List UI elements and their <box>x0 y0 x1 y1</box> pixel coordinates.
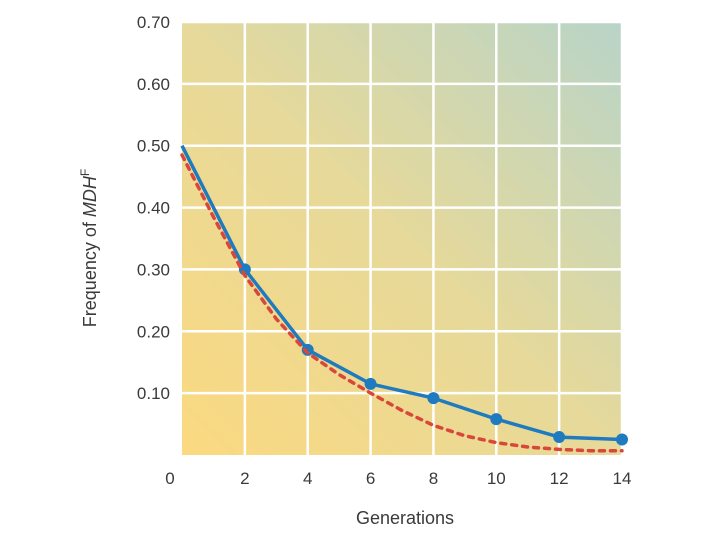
x-tick-label: 6 <box>366 469 375 488</box>
grid <box>182 20 624 455</box>
y-axis-label-gene: MDH <box>80 175 100 217</box>
y-axis-label-prefix: Frequency of <box>80 217 100 327</box>
data-point-observed <box>364 377 377 390</box>
x-tick-label: 12 <box>550 469 569 488</box>
y-tick-label: 0.20 <box>137 322 170 341</box>
y-tick-label: 0.30 <box>137 260 170 279</box>
x-tick-label: 14 <box>613 469 632 488</box>
y-tick-label: 0.60 <box>137 75 170 94</box>
y-tick-label: 0.10 <box>137 384 170 403</box>
y-tick-label: 0.40 <box>137 199 170 218</box>
y-axis-ticks: 0.10 0.20 0.30 0.40 0.50 0.60 0.70 <box>137 13 170 403</box>
data-point-observed <box>427 392 440 405</box>
x-tick-label: 10 <box>487 469 506 488</box>
series-line-observed <box>180 144 623 442</box>
data-point-observed <box>553 431 566 444</box>
y-axis-label: Frequency of MDHF <box>78 169 100 327</box>
data-point-observed <box>616 433 628 446</box>
data-point-observed <box>490 413 503 426</box>
series-line-expected <box>180 153 624 453</box>
y-tick-label: 0.70 <box>137 13 170 32</box>
plot-area <box>182 22 622 455</box>
x-tick-label: 0 <box>165 469 174 488</box>
x-axis-ticks: 0 2 4 6 8 10 12 14 <box>165 469 631 488</box>
y-tick-label: 0.50 <box>137 137 170 156</box>
data-point-observed <box>301 343 314 356</box>
x-tick-label: 4 <box>303 469 312 488</box>
x-tick-label: 8 <box>429 469 438 488</box>
x-axis-label: Generations <box>356 508 454 528</box>
y-axis-label-superscript: F <box>78 169 92 176</box>
series-layer <box>180 144 628 453</box>
x-tick-label: 2 <box>240 469 249 488</box>
